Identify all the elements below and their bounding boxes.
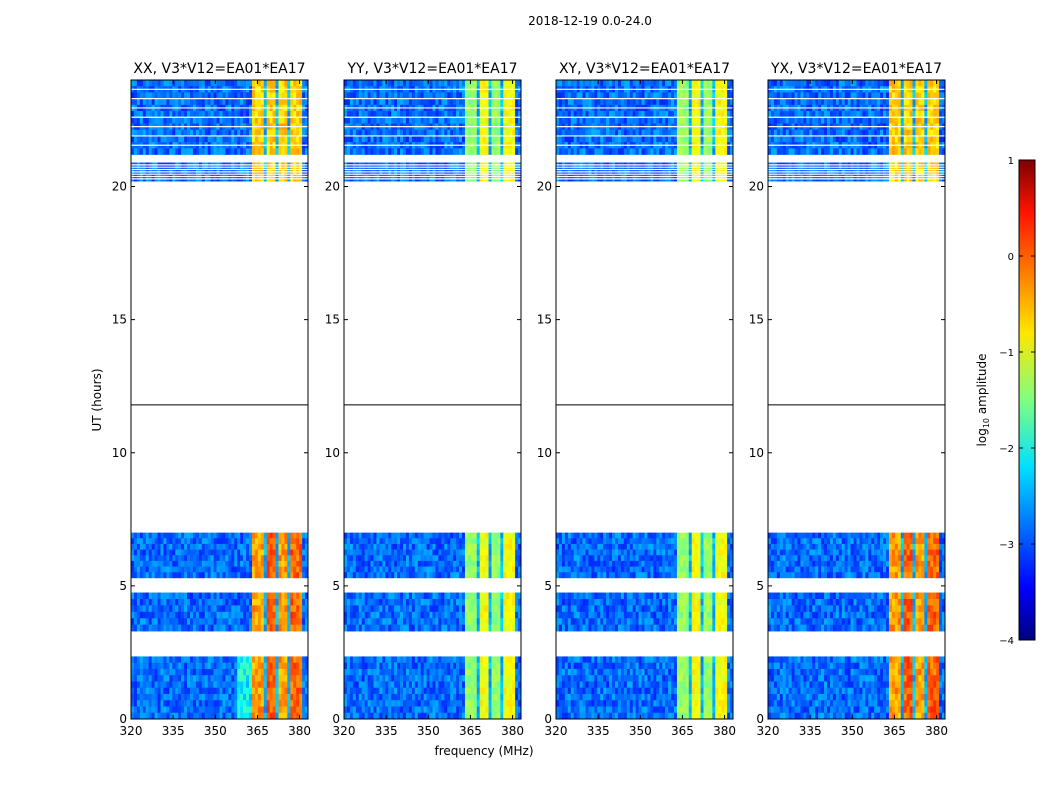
y-tick-label: 10 [325,446,340,460]
y-tick-label: 10 [749,446,764,460]
colorbar-gradient [1018,159,1036,641]
x-tick-label: 365 [246,724,269,738]
y-tick-label: 20 [749,180,764,194]
data-block [556,656,734,720]
y-tick-label: 5 [332,579,340,593]
data-block [344,80,522,155]
data-block [131,532,309,579]
data-block [344,592,522,632]
x-tick-label: 380 [288,724,311,738]
x-tick-label: 350 [841,724,864,738]
data-block [131,80,309,155]
x-tick-label: 320 [120,724,143,738]
colorbar-tick-label: −4 [999,636,1014,647]
x-tick-label: 350 [417,724,440,738]
data-block [344,162,522,182]
data-block [556,162,734,182]
y-tick-label: 0 [119,712,127,726]
data-block [556,80,734,155]
panel-frame [767,79,946,720]
figure-title: 2018-12-19 0.0-24.0 [528,14,652,28]
y-tick-label: 10 [537,446,552,460]
y-tick-label: 0 [332,712,340,726]
x-tick-label: 320 [333,724,356,738]
data-block [131,656,309,720]
colorbar-tick-label: −2 [999,444,1014,455]
y-tick-label: 20 [112,180,127,194]
x-tick-label: 350 [629,724,652,738]
x-tick-label: 365 [671,724,694,738]
x-tick-label: 335 [375,724,398,738]
data-block [556,532,734,579]
x-tick-label: 365 [459,724,482,738]
panel-1: YY, V3*V12=EA01*EA17 320 335 350 365 380 0 5 10 1… [325,61,524,738]
panel-frame [130,79,309,720]
x-tick-label: 350 [204,724,227,738]
x-axis-label: frequency (MHz) [434,744,533,758]
y-tick-label: 0 [756,712,764,726]
colorbar-tick-label: −3 [999,540,1014,551]
data-block [344,656,522,720]
x-tick-label: 335 [799,724,822,738]
panel-3: YX, V3*V12=EA01*EA17 320 335 350 365 380 0 5 10 1… [749,61,948,738]
x-tick-label: 380 [501,724,524,738]
y-tick-label: 15 [749,313,764,327]
x-tick-label: 380 [925,724,948,738]
x-tick-label: 335 [587,724,610,738]
data-block [768,656,946,720]
panel-0: XX, V3*V12=EA01*EA17 320 335 350 365 380 0 5 10 1… [112,61,311,738]
data-block [768,592,946,632]
colorbar-tick-label: −1 [999,348,1014,359]
y-axis-label: UT (hours) [90,368,104,431]
y-tick-label: 20 [537,180,552,194]
y-tick-label: 10 [112,446,127,460]
panel-frame [555,79,734,720]
y-tick-label: 5 [756,579,764,593]
y-tick-label: 15 [537,313,552,327]
x-tick-label: 335 [162,724,185,738]
colorbar-label: log10 amplitude [975,354,991,447]
x-tick-label: 365 [883,724,906,738]
colorbar-tick-label: 0 [1008,252,1014,263]
panel-frame [343,79,522,720]
x-tick-label: 380 [713,724,736,738]
data-block [131,592,309,632]
panel-title: XX, V3*V12=EA01*EA17 [133,61,305,77]
panel-title: YX, V3*V12=EA01*EA17 [770,61,942,77]
data-block [768,162,946,182]
y-tick-label: 20 [325,180,340,194]
data-block [768,80,946,155]
x-tick-label: 320 [757,724,780,738]
data-block [768,532,946,579]
y-tick-label: 5 [119,579,127,593]
data-block [556,592,734,632]
y-tick-label: 15 [112,313,127,327]
panel-2: XY, V3*V12=EA01*EA17 320 335 350 365 380 0 5 10 1… [537,61,736,738]
panel-title: YY, V3*V12=EA01*EA17 [346,61,517,77]
panel-title: XY, V3*V12=EA01*EA17 [559,61,730,77]
x-tick-label: 320 [545,724,568,738]
y-tick-label: 5 [544,579,552,593]
y-tick-label: 0 [544,712,552,726]
colorbar: 1 0 −1 −2 −3 −4 log10 amplitude [975,156,1036,647]
data-block [131,162,309,182]
y-tick-label: 15 [325,313,340,327]
data-block [344,532,522,579]
colorbar-tick-label: 1 [1008,156,1014,167]
